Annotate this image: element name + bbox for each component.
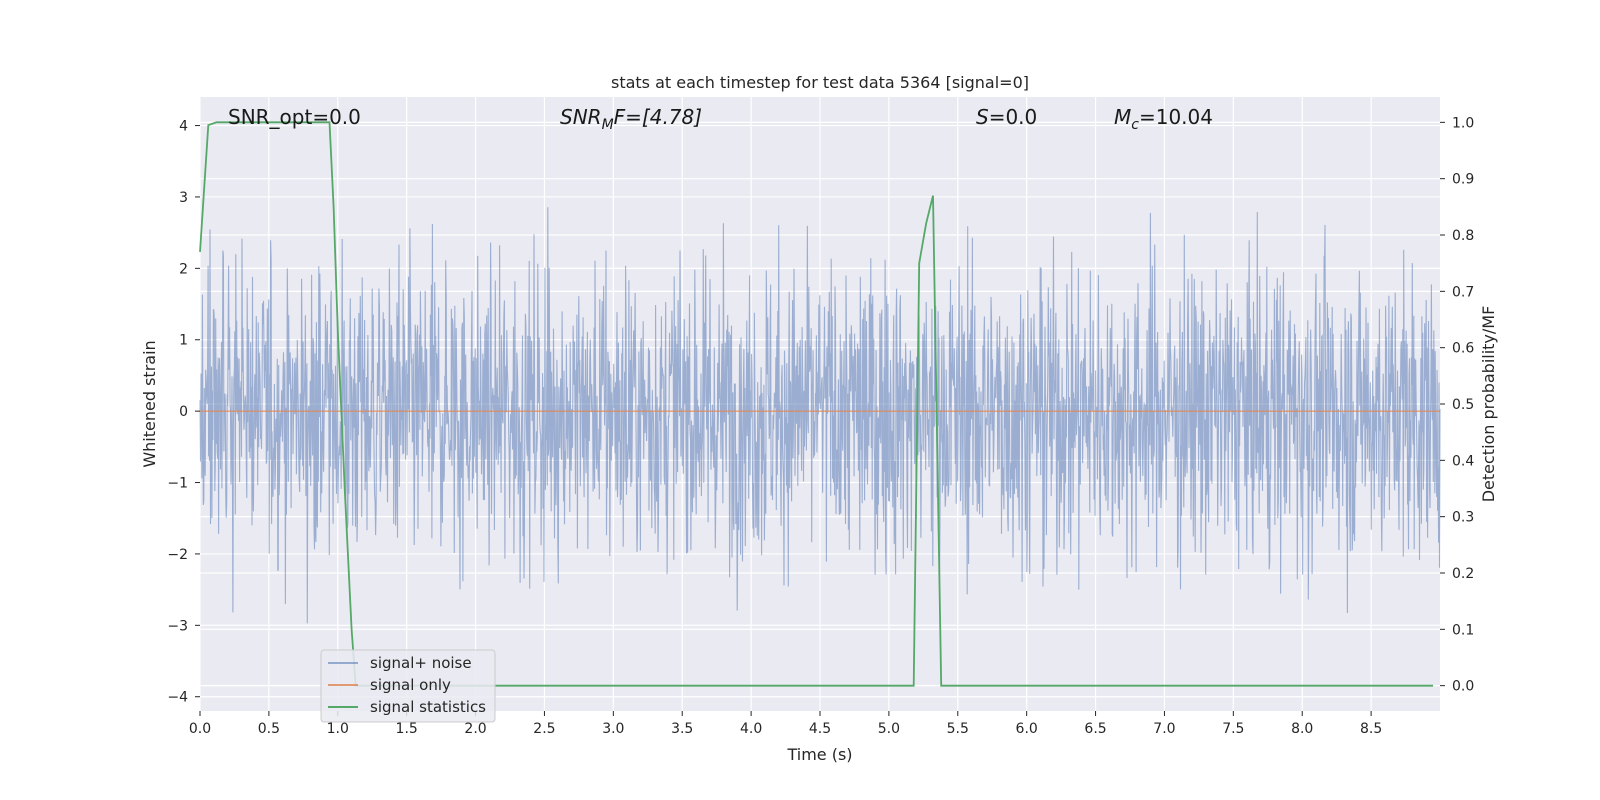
x-tick-label: 6.5 <box>1084 721 1106 737</box>
y-ticks-left: 4 3 2 1 0 −1 −2 −3 −4 <box>167 119 200 706</box>
annotation-s: S=0.0 <box>976 105 1037 129</box>
annotation-snr-mf-sub: M <box>602 117 614 133</box>
annotation-s-main: S <box>976 105 989 129</box>
legend-label-statistics: signal statistics <box>370 698 486 716</box>
annotation-snr-mf: SNRMF=[4.78] <box>560 105 702 133</box>
y-tick-label-right: 0.6 <box>1452 341 1474 357</box>
legend-label-noise: signal+ noise <box>370 654 472 672</box>
x-tick-label: 2.5 <box>533 721 555 737</box>
y-tick-label-right: 0.1 <box>1452 622 1474 638</box>
y-tick-label-right: 0.8 <box>1452 228 1474 244</box>
y-tick-label-right: 0.0 <box>1452 679 1474 695</box>
noise-series <box>199 207 1441 624</box>
y-tick-label-left: 0 <box>179 404 188 420</box>
annotation-mc: Mc=10.04 <box>1114 105 1213 133</box>
y-tick-label-left: 3 <box>179 190 188 206</box>
x-tick-label: 5.0 <box>878 721 900 737</box>
annotation-snr-mf-rest: F=[4.78] <box>614 105 702 129</box>
y-axis-label-left: Whitened strain <box>140 340 159 467</box>
x-tick-label: 8.5 <box>1360 721 1382 737</box>
x-tick-label: 3.0 <box>602 721 624 737</box>
annotation-mc-main: M <box>1114 105 1131 129</box>
x-tick-label: 3.5 <box>671 721 693 737</box>
x-axis-label: Time (s) <box>786 745 852 764</box>
legend-box <box>320 649 496 723</box>
chart-title: stats at each timestep for test data 536… <box>611 73 1029 92</box>
x-tick-label: 4.5 <box>809 721 831 737</box>
annotation-mc-rest: =10.04 <box>1139 105 1213 129</box>
y-tick-label-left: 2 <box>179 261 188 277</box>
y-tick-label-left: −3 <box>167 618 188 634</box>
noise-line <box>199 207 1441 624</box>
y-tick-label-right: 0.9 <box>1452 172 1474 188</box>
x-tick-label: 1.5 <box>396 721 418 737</box>
y-tick-label-left: −1 <box>167 476 188 492</box>
y-tick-label-left: 1 <box>179 333 188 349</box>
annotation-snr-opt: SNR_opt=0.0 <box>228 105 361 129</box>
x-tick-label: 7.5 <box>1222 721 1244 737</box>
x-tick-label: 5.5 <box>947 721 969 737</box>
y-tick-label-left: −4 <box>167 690 188 706</box>
y-axis-label-right: Detection probability/MF <box>1479 306 1498 503</box>
y-tick-label-right: 0.3 <box>1452 510 1474 526</box>
annotation-mc-sub: c <box>1131 117 1139 133</box>
annotation-snr-mf-main: SNR <box>560 105 602 129</box>
x-tick-label: 0.0 <box>189 721 211 737</box>
y-tick-label-right: 0.5 <box>1452 397 1474 413</box>
y-tick-label-left: −2 <box>167 547 188 563</box>
y-ticks-right: 1.0 0.9 0.8 0.7 0.6 0.5 0.4 0.3 0.2 0.1 0.0 <box>1440 115 1474 695</box>
x-tick-label: 1.0 <box>327 721 349 737</box>
x-tick-label: 8.0 <box>1291 721 1313 737</box>
annotation-s-rest: =0.0 <box>989 105 1038 129</box>
x-tick-label: 0.5 <box>258 721 280 737</box>
y-tick-label-right: 0.2 <box>1452 566 1474 582</box>
y-tick-label-left: 4 <box>179 119 188 135</box>
y-tick-label-right: 0.4 <box>1452 453 1474 469</box>
x-tick-label: 6.0 <box>1016 721 1038 737</box>
x-ticks: 0.0 0.5 1.0 1.5 2.0 2.5 3.0 3.5 4.0 4.5 5.0 5.5 6.0 6… <box>189 711 1382 737</box>
legend-label-signal-only: signal only <box>370 676 451 694</box>
legend: signal+ noise signal only signal statist… <box>320 649 496 723</box>
y-tick-label-right: 1.0 <box>1452 115 1474 131</box>
y-tick-label-right: 0.7 <box>1452 284 1474 300</box>
x-tick-label: 7.0 <box>1153 721 1175 737</box>
x-tick-label: 2.0 <box>464 721 486 737</box>
x-tick-label: 4.0 <box>740 721 762 737</box>
